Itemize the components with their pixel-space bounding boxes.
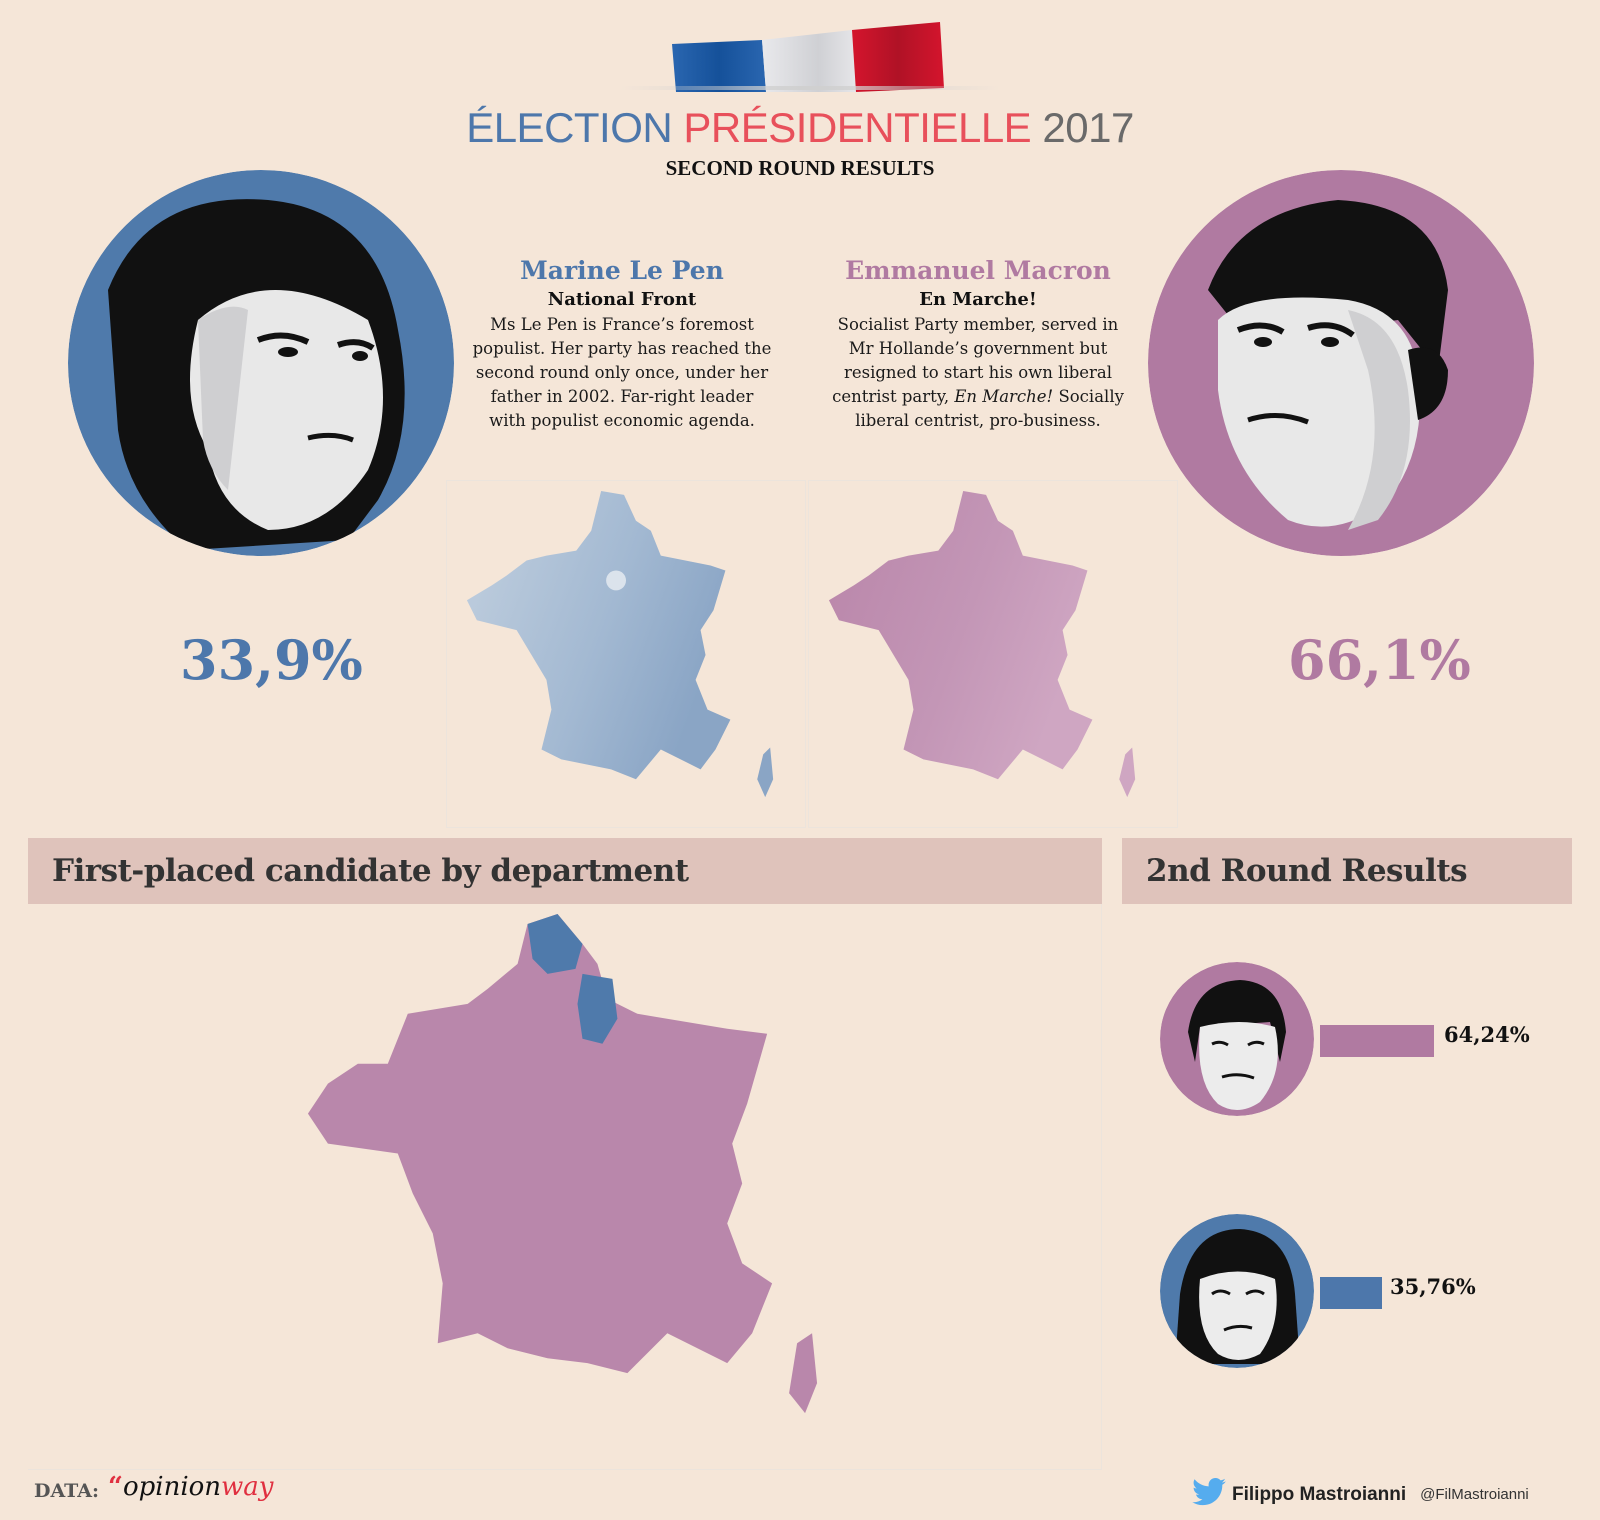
result-row-macron: 64,24% [1160,962,1580,1122]
title-year: 2017 [1042,104,1134,151]
french-flag-banner [672,16,952,92]
opinionway-part1: opinion [122,1472,222,1502]
lepen-vote-share-map [446,480,806,828]
results-section-header: 2nd Round Results [1122,838,1572,904]
macron-result-value: 64,24% [1444,1022,1530,1047]
data-source-label: DATA: [34,1480,100,1502]
macron-result-bar [1320,1025,1434,1057]
macron-party: En Marche! [919,289,1037,310]
macron-desc-italic: En Marche! [954,387,1054,406]
lepen-result-bar [1320,1277,1382,1309]
title-presidentielle: PRÉSIDENTIELLE [683,104,1032,151]
macron-percentage: 66,1% [1288,628,1471,692]
title-election: ÉLECTION [466,104,673,151]
author-twitter-handle[interactable]: @FilMastroianni [1420,1486,1529,1503]
lepen-description: Ms Le Pen is France’s foremost populist.… [472,315,772,430]
page-title: ÉLECTION PRÉSIDENTIELLE 2017 [0,104,1600,152]
flag-shadow [620,86,1000,90]
data-source-logo: “opinionway [108,1472,274,1502]
macron-vote-share-map [808,480,1178,828]
department-winner-map [28,904,1102,1470]
macron-desc-part2: Socially liberal centrist, pro-business. [855,387,1124,430]
lepen-result-value: 35,76% [1390,1274,1476,1299]
macron-info: Emmanuel Macron En Marche! Socialist Par… [828,255,1128,433]
twitter-bird-icon [1192,1478,1226,1511]
lepen-mini-portrait [1160,1214,1314,1368]
lepen-party: National Front [547,289,697,310]
lepen-name: Marine Le Pen [520,256,724,285]
author-name: Filippo Mastroianni [1232,1483,1407,1505]
macron-mini-portrait [1160,962,1314,1116]
macron-portrait [1148,170,1534,556]
opinionway-part2: way [221,1472,274,1502]
lepen-portrait [68,170,454,556]
page-subtitle: SECOND ROUND RESULTS [665,156,935,180]
department-section-header: First-placed candidate by department [28,838,1102,904]
lepen-info: Marine Le Pen National Front Ms Le Pen i… [472,255,772,433]
result-row-lepen: 35,76% [1160,1214,1580,1374]
lepen-percentage: 33,9% [180,628,363,692]
macron-description: Socialist Party member, served in Mr Hol… [828,313,1128,433]
author-credit: Filippo Mastroianni @FilMastroianni [1192,1478,1529,1511]
macron-desc-part1: Socialist Party member, served in Mr Hol… [832,315,1119,406]
macron-name: Emmanuel Macron [845,256,1111,285]
opinionway-quote-mark: “ [108,1472,123,1502]
